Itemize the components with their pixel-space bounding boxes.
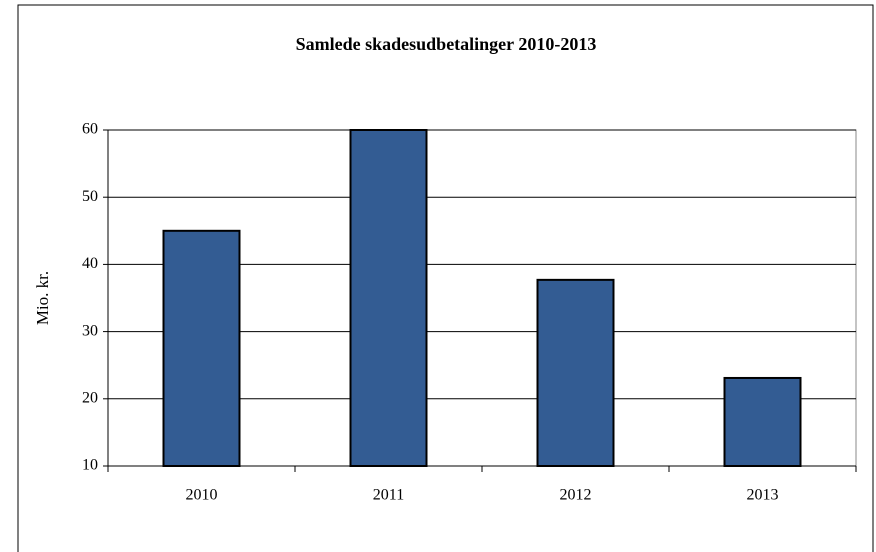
y-tick-label: 60 — [82, 121, 98, 138]
y-tick-label: 20 — [82, 389, 98, 406]
bar — [536, 278, 615, 467]
bar — [349, 129, 428, 467]
y-tick-label: 40 — [82, 255, 98, 272]
chart-title: Samlede skadesudbetalinger 2010-2013 — [296, 34, 597, 54]
x-tick-label: 2013 — [747, 487, 779, 504]
bar — [162, 229, 241, 467]
y-tick-label: 10 — [82, 457, 98, 474]
x-tick-label: 2010 — [186, 487, 218, 504]
y-axis-label: Mio. kr. — [33, 271, 52, 325]
frame — [17, 4, 874, 552]
y-tick-label: 50 — [82, 188, 98, 205]
y-tick-label: 30 — [82, 322, 98, 339]
x-tick-label: 2011 — [373, 487, 404, 504]
bar — [723, 376, 802, 467]
x-tick-label: 2012 — [560, 487, 592, 504]
